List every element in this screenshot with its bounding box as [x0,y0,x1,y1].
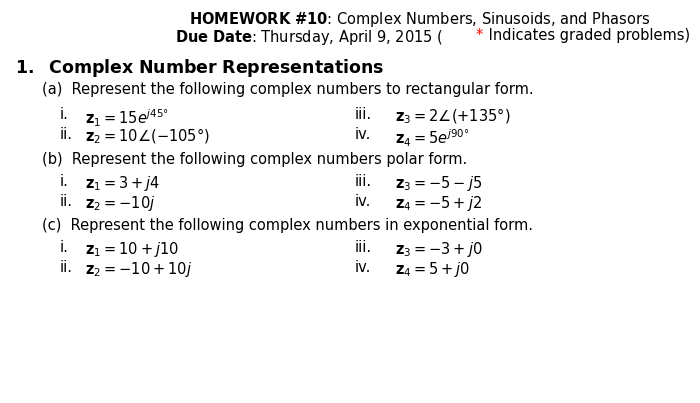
Text: iii.: iii. [355,107,372,122]
Text: Indicates graded problems): Indicates graded problems) [484,28,690,43]
Text: ii.: ii. [60,194,73,209]
Text: $\mathbf{z}_3 = {-3} + j0$: $\mathbf{z}_3 = {-3} + j0$ [395,240,482,259]
Text: $\mathbf{z}_2 = {-10} + 10j$: $\mathbf{z}_2 = {-10} + 10j$ [85,260,192,279]
Text: (c)  Represent the following complex numbers in exponential form.: (c) Represent the following complex numb… [42,218,533,233]
Text: iv.: iv. [355,260,372,275]
Text: *: * [476,28,484,43]
Text: $\bf{Due\ Date}$: Thursday, April 9, 2015 (: $\bf{Due\ Date}$: Thursday, April 9, 201… [175,28,443,47]
Text: $\mathbf{z}_4 = {-5} + j2$: $\mathbf{z}_4 = {-5} + j2$ [395,194,482,213]
Text: i.: i. [60,174,69,189]
Text: iv.: iv. [355,194,372,209]
Text: i.: i. [60,240,69,255]
Text: $\mathbf{z}_1 = 3 + j4$: $\mathbf{z}_1 = 3 + j4$ [85,174,160,193]
Text: (a)  Represent the following complex numbers to rectangular form.: (a) Represent the following complex numb… [42,82,533,97]
Text: $\mathbf{z}_4 = 5 + j0$: $\mathbf{z}_4 = 5 + j0$ [395,260,470,279]
Text: (b)  Represent the following complex numbers polar form.: (b) Represent the following complex numb… [42,152,468,167]
Text: i.: i. [60,107,69,122]
Text: $\mathbf{z}_4 = 5e^{j90°}$: $\mathbf{z}_4 = 5e^{j90°}$ [395,127,470,149]
Text: $\mathbf{z}_2 = {-10}j$: $\mathbf{z}_2 = {-10}j$ [85,194,155,213]
Text: ii.: ii. [60,260,73,275]
Text: iii.: iii. [355,240,372,255]
Text: $\mathbf{z}_1 = 10 + j10$: $\mathbf{z}_1 = 10 + j10$ [85,240,179,259]
Text: ii.: ii. [60,127,73,142]
Text: $\bf{HOMEWORK\ \#10}$: Complex Numbers, Sinusoids, and Phasors: $\bf{HOMEWORK\ \#10}$: Complex Numbers, … [189,10,651,29]
Text: $\mathbf{z}_3 = {-5} - j5$: $\mathbf{z}_3 = {-5} - j5$ [395,174,482,193]
Text: iii.: iii. [355,174,372,189]
Text: $\mathbf{z}_2 = 10\angle(-105°)$: $\mathbf{z}_2 = 10\angle(-105°)$ [85,127,210,146]
Text: iv.: iv. [355,127,372,142]
Text: $\mathbf{z}_3 = 2\angle(+135°)$: $\mathbf{z}_3 = 2\angle(+135°)$ [395,107,510,127]
Text: $\mathbf{1.\ \ Complex\ Number\ Representations}$: $\mathbf{1.\ \ Complex\ Number\ Represen… [15,57,384,79]
Text: $\mathbf{z}_1 = 15e^{j45°}$: $\mathbf{z}_1 = 15e^{j45°}$ [85,107,169,129]
